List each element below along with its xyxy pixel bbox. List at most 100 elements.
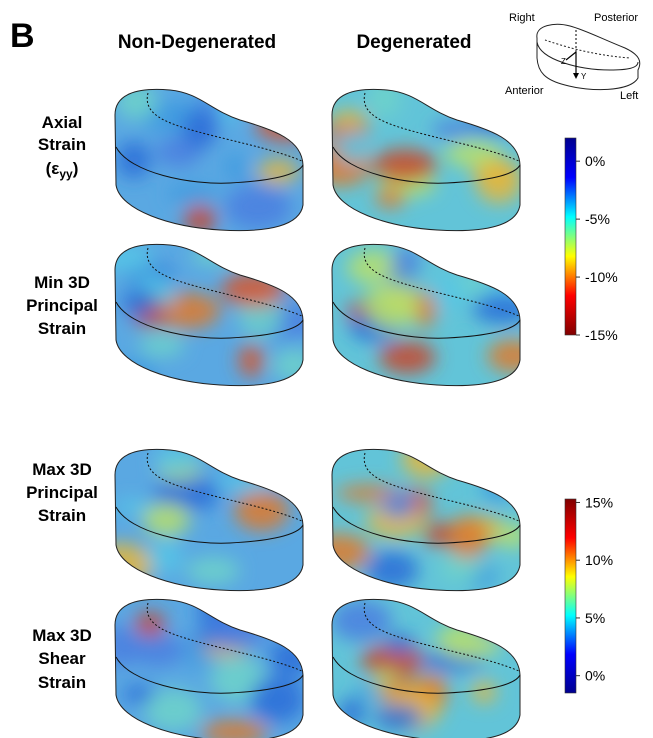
row-label: Principal	[26, 296, 98, 315]
colorbar-tick-label: 10%	[585, 552, 613, 568]
strain-map	[101, 587, 314, 738]
strain-blob	[373, 149, 437, 182]
axis-label: Z	[561, 57, 566, 66]
strain-blob	[123, 685, 155, 703]
strain-blob	[331, 111, 368, 128]
strain-blob	[308, 534, 370, 571]
strain-blob	[122, 288, 156, 316]
strain-blob	[472, 681, 496, 704]
strain-blob	[250, 676, 305, 723]
strain-blob	[365, 283, 419, 330]
colorbar-tick-label: -5%	[585, 211, 610, 227]
strain-blob	[87, 543, 155, 586]
column-header: Degenerated	[356, 32, 471, 53]
strain-map-fill	[101, 587, 314, 738]
colorbar-tick-label: 0%	[585, 153, 605, 169]
row-label: Max 3D	[32, 460, 92, 479]
strain-blob	[134, 612, 165, 637]
strain-blob	[476, 159, 522, 204]
row-label: Min 3D	[34, 273, 90, 292]
colorbar-tick-label: 0%	[585, 668, 605, 684]
strain-blob	[234, 490, 289, 531]
row-label-subscript: yy	[59, 167, 73, 181]
strain-map-fill	[327, 595, 533, 738]
strain-map-fill	[110, 82, 318, 235]
orientation-label: Posterior	[594, 12, 638, 24]
strain-blob	[155, 444, 201, 474]
strain-blob	[436, 623, 501, 659]
strain-blob	[221, 272, 285, 307]
column-header: Non-Degenerated	[118, 32, 276, 53]
row-label: Principal	[26, 483, 98, 502]
strain-blob	[487, 339, 538, 372]
strain-blob	[166, 183, 219, 203]
strain-map-fill	[97, 240, 319, 395]
row-label: Strain	[38, 319, 86, 338]
axis-label: Y	[581, 72, 587, 81]
strain-blob	[186, 557, 240, 584]
strain-blob	[273, 349, 315, 381]
strain-blob	[266, 440, 304, 476]
colorbar-tick-label: 5%	[585, 610, 605, 626]
strain-map	[327, 595, 533, 738]
strain-blob	[182, 109, 216, 149]
strain-blob	[253, 454, 299, 483]
row-label-close: )	[73, 159, 79, 178]
strain-blob	[148, 539, 183, 575]
colorbar-tick-label: -10%	[585, 269, 618, 285]
strain-map-fill	[327, 240, 540, 390]
orientation-label: Right	[509, 12, 535, 24]
strain-map	[110, 82, 318, 235]
colorbar	[565, 499, 576, 693]
strain-map	[308, 440, 530, 595]
row-label: Max 3D	[32, 626, 92, 645]
strain-blob	[223, 154, 248, 180]
strain-map	[327, 240, 540, 390]
row-label: Strain	[38, 135, 86, 154]
row-label: Axial	[42, 113, 83, 132]
strain-blob	[269, 639, 315, 675]
colorbar-tick-label: -15%	[585, 327, 618, 343]
strain-blob	[225, 184, 292, 230]
strain-blob	[402, 440, 451, 479]
strain-blob	[379, 341, 436, 374]
strain-map-fill	[311, 79, 527, 235]
strain-blob	[375, 187, 405, 208]
strain-map	[97, 240, 319, 395]
strain-map	[311, 79, 527, 235]
strain-blob	[381, 492, 416, 518]
panel-label: B	[10, 17, 35, 55]
strain-blob	[432, 121, 472, 139]
strain-blob	[331, 600, 392, 642]
strain-blob	[117, 141, 151, 179]
strain-blob	[476, 621, 533, 638]
strain-blob	[230, 447, 265, 467]
strain-blob	[385, 633, 414, 653]
strain-blob	[374, 704, 423, 729]
strain-map	[87, 440, 310, 595]
row-label-symbol: (ε	[46, 159, 60, 178]
strain-blob	[139, 334, 185, 357]
strain-blob	[209, 611, 268, 650]
row-label: (εyy)	[46, 159, 79, 181]
orientation-label: Anterior	[505, 85, 544, 97]
colorbar	[565, 138, 576, 335]
strain-blob	[472, 293, 534, 323]
strain-blob	[115, 82, 157, 120]
figure: B Non-Degenerated Degenerated Right Post…	[0, 0, 653, 738]
strain-blob	[482, 466, 514, 504]
row-label: Strain	[38, 506, 86, 525]
row-label: Shear	[38, 649, 86, 668]
strain-map-fill	[87, 440, 310, 595]
strain-blob	[238, 344, 263, 377]
strain-blob	[255, 110, 318, 141]
strain-blob	[97, 243, 154, 274]
strain-blob	[130, 633, 185, 667]
colorbar-tick-label: 15%	[585, 494, 613, 510]
strain-blob	[391, 247, 421, 275]
strain-blob	[369, 79, 400, 118]
row-label: Strain	[38, 673, 86, 692]
orientation-label: Left	[620, 90, 638, 102]
orientation-diagram	[537, 24, 640, 89]
strain-blob	[109, 358, 157, 395]
